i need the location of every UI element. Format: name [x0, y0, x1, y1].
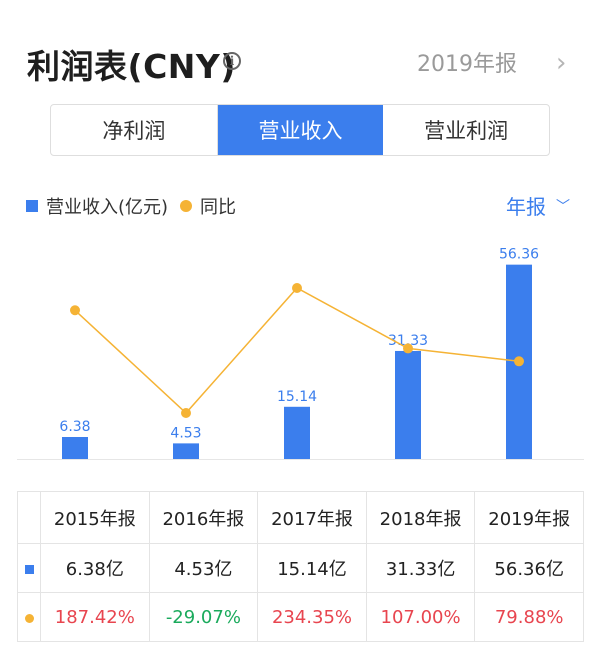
table-cell: 79.88% — [474, 592, 584, 642]
table-corner-cell — [17, 491, 41, 544]
table-header-cell: 2019年报 — [474, 491, 584, 544]
table-row-revenue: 6.38亿 4.53亿 15.14亿 31.33亿 56.36亿 — [17, 543, 584, 593]
table-cell: 6.38亿 — [40, 543, 150, 593]
table-cell: 4.53亿 — [148, 543, 259, 593]
chevron-down-icon: ﹀ — [556, 198, 570, 215]
bar-value-label: 15.14 — [277, 389, 317, 405]
table-cell: 31.33亿 — [365, 543, 476, 593]
revenue-chart: 6.38 4.53 15.14 31.33 56.36 — [17, 247, 584, 460]
header: 利润表(CNY) i 2019年报 › — [0, 0, 600, 100]
bar-value-label: 6.38 — [59, 419, 90, 435]
yoy-point[interactable] — [181, 408, 191, 418]
info-icon[interactable]: i — [223, 52, 241, 70]
bar-legend-label: 营业收入(亿元) — [46, 197, 169, 218]
line-legend-marker — [180, 200, 193, 212]
revenue-bar[interactable] — [62, 437, 88, 459]
table-header-row: 2015年报 2016年报 2017年报 2018年报 2019年报 — [17, 491, 584, 544]
table-cell: 107.00% — [365, 592, 476, 642]
tab-operating-profit[interactable]: 营业利润 — [424, 119, 509, 143]
metric-tabs: 净利润 营业收入 营业利润 — [50, 104, 550, 156]
revenue-bar[interactable] — [395, 350, 421, 459]
table-header-cell: 2016年报 — [148, 491, 259, 544]
tab-net-profit[interactable]: 净利润 — [51, 105, 218, 155]
report-period[interactable]: 2019年报 — [417, 52, 517, 77]
line-legend-label: 同比 — [200, 197, 237, 218]
revenue-bar[interactable] — [173, 443, 199, 459]
table-row-yoy: 187.42% -29.07% 234.35% 107.00% 79.88% — [17, 592, 584, 642]
bar-row-marker — [17, 543, 41, 593]
table-header-cell: 2017年报 — [257, 491, 367, 544]
period-select[interactable]: 年报 ﹀ — [506, 191, 570, 220]
bar-value-label: 56.36 — [499, 247, 539, 263]
table-header-cell: 2018年报 — [365, 491, 476, 544]
chevron-right-icon[interactable]: › — [556, 48, 567, 78]
bar-value-label: 31.33 — [388, 333, 428, 349]
bar-legend-marker — [26, 200, 38, 212]
table-cell: 234.35% — [257, 592, 367, 642]
yoy-point[interactable] — [403, 343, 413, 354]
line-row-marker — [17, 592, 41, 642]
table-header-cell: 2015年报 — [40, 491, 150, 544]
page-title: 利润表(CNY) — [27, 47, 236, 86]
chart-legend: 营业收入(亿元) 同比 — [26, 193, 236, 219]
tab-revenue[interactable]: 营业收入 — [217, 105, 384, 155]
table-cell: 15.14亿 — [257, 543, 367, 593]
revenue-bar[interactable] — [284, 406, 310, 459]
yoy-point[interactable] — [292, 283, 302, 293]
bar-value-label: 4.53 — [170, 425, 201, 441]
yoy-point[interactable] — [70, 305, 80, 316]
data-table: 2015年报 2016年报 2017年报 2018年报 2019年报 6.38亿… — [17, 491, 584, 642]
table-cell: 187.42% — [40, 592, 150, 642]
table-cell: -29.07% — [148, 592, 259, 642]
table-cell: 56.36亿 — [474, 543, 584, 593]
yoy-point[interactable] — [514, 356, 524, 367]
period-select-label: 年报 — [506, 195, 546, 219]
